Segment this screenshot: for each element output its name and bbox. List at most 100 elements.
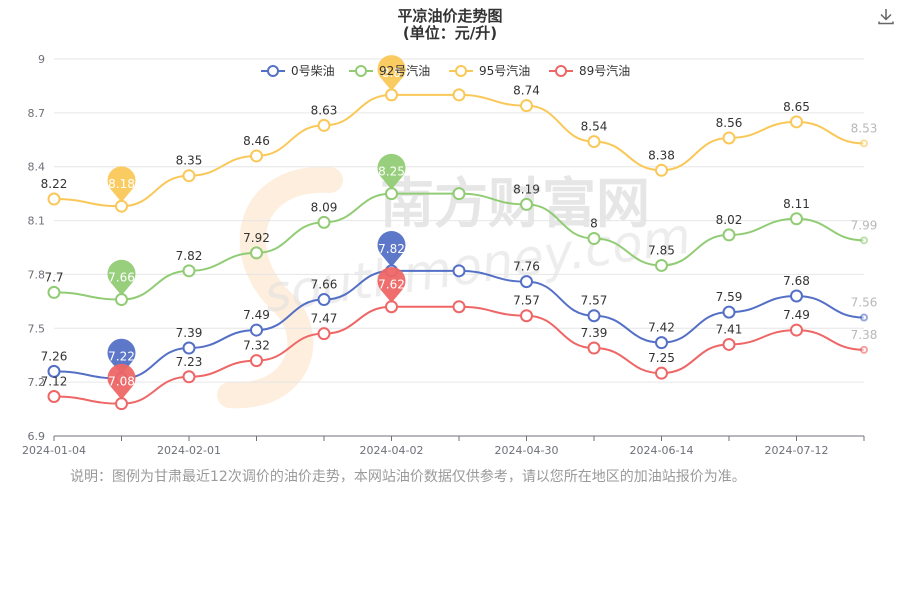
y-tick-label: 8.4 [28, 161, 46, 174]
legend-item-0[interactable]: 0号柴油 [261, 64, 335, 78]
series-group [47, 88, 868, 411]
data-label: 7.57 [513, 294, 540, 308]
data-label: 7.68 [783, 274, 810, 288]
pin-label: 8.8 [382, 66, 401, 80]
data-point [182, 370, 196, 384]
data-point [115, 199, 128, 213]
data-point [860, 345, 868, 354]
data-label: 8.09 [311, 200, 338, 214]
data-point [587, 341, 601, 355]
data-label: 7.38 [851, 328, 878, 342]
data-label: 7.7 [44, 270, 63, 284]
data-point [250, 323, 263, 337]
data-label: 8.74 [513, 84, 540, 98]
data-point [250, 149, 263, 163]
data-point [317, 215, 331, 229]
data-label: 7.49 [243, 308, 270, 322]
data-label: 7.82 [176, 249, 203, 263]
data-label: 8.38 [648, 148, 675, 162]
data-label: 7.57 [581, 294, 608, 308]
pin-label: 7.62 [378, 278, 405, 292]
y-tick-label: 7.8 [28, 268, 46, 281]
chart-title: 平凉油价走势图 [397, 7, 503, 25]
data-point [790, 212, 803, 226]
x-tick-label: 2024-02-01 [157, 444, 221, 457]
download-icon[interactable] [876, 6, 896, 26]
y-tick-label: 8.7 [28, 107, 46, 120]
y-tick-label: 6.9 [28, 430, 46, 443]
data-label: 7.66 [311, 278, 338, 292]
legend-item-2[interactable]: 95号汽油 [449, 63, 530, 78]
data-point [182, 264, 196, 278]
legend-marker [555, 65, 567, 77]
data-point [860, 236, 868, 245]
legend-item-1[interactable]: 92号汽油 [349, 63, 430, 78]
data-point [182, 341, 196, 355]
pin-marker [107, 363, 136, 400]
data-point [587, 232, 601, 246]
data-label: 8.53 [851, 121, 878, 135]
pin-markers: 7.82 7.22 8.25 7.66 8.8 8.18 7.62 7.08 [107, 55, 406, 400]
data-label: 8.02 [716, 213, 743, 227]
watermark-swoosh [217, 166, 343, 409]
legend-label: 92号汽油 [379, 63, 430, 78]
chart-subtitle: (单位：元/升) [402, 24, 498, 42]
data-label: 8.19 [513, 182, 540, 196]
data-point [47, 364, 61, 378]
pin-label: 7.82 [378, 242, 405, 256]
data-label: 7.41 [716, 322, 743, 336]
data-point [790, 323, 803, 337]
x-tick-label: 2024-01-04 [22, 444, 86, 457]
data-point [452, 88, 466, 102]
data-point [860, 313, 868, 322]
data-label: 7.39 [581, 326, 608, 340]
legend-label: 0号柴油 [291, 64, 335, 78]
data-label: 8.54 [581, 120, 608, 134]
pin-label: 7.08 [108, 375, 135, 389]
data-label: 7.25 [648, 351, 675, 365]
data-point [182, 169, 196, 183]
data-label: 7.47 [311, 312, 338, 326]
data-label: 8.56 [716, 116, 743, 130]
data-label: 7.59 [716, 290, 743, 304]
data-label: 8.46 [243, 134, 270, 148]
pin-label: 8.25 [378, 165, 405, 179]
data-point [47, 192, 61, 206]
data-point [115, 293, 128, 307]
legend-label: 95号汽油 [479, 63, 530, 78]
data-label: 8.11 [783, 197, 810, 211]
y-tick-label: 7.2 [28, 376, 46, 389]
data-label: 7.32 [243, 339, 270, 353]
data-label: 7.23 [176, 355, 203, 369]
legend-marker [355, 65, 367, 77]
data-point [587, 135, 601, 149]
legend-marker [267, 65, 279, 77]
data-point [520, 99, 533, 113]
x-tick-label: 2024-06-14 [630, 444, 694, 457]
data-point [587, 309, 601, 323]
y-tick-label: 7.5 [28, 322, 46, 335]
data-label: 8.22 [41, 177, 68, 191]
data-point [655, 336, 668, 350]
data-point [317, 327, 331, 341]
data-point [722, 228, 736, 242]
data-point [790, 115, 803, 129]
data-point [655, 258, 668, 272]
data-point [385, 88, 398, 102]
x-tick-label: 2024-04-30 [495, 444, 559, 457]
legend[interactable]: 0号柴油 92号汽油 95号汽油 89号汽油 [261, 63, 630, 78]
data-point [520, 275, 533, 289]
data-point [722, 305, 736, 319]
data-point [655, 163, 668, 177]
data-point [860, 139, 868, 148]
footnote: 说明：图例为甘肃最近12次调价的油价走势，本网站油价数据仅供参考，请以您所在地区… [70, 469, 746, 485]
data-point [452, 300, 466, 314]
legend-marker [455, 65, 467, 77]
data-point [250, 354, 263, 368]
axes: 6.9 7.2 7.5 7.8 8.1 8.4 8.7 9 2024-01-04 2024-02-… [22, 53, 865, 457]
y-tick-label: 9 [38, 53, 45, 66]
data-point [452, 264, 466, 278]
legend-item-3[interactable]: 89号汽油 [549, 63, 630, 78]
pin-label: 8.18 [108, 177, 135, 191]
